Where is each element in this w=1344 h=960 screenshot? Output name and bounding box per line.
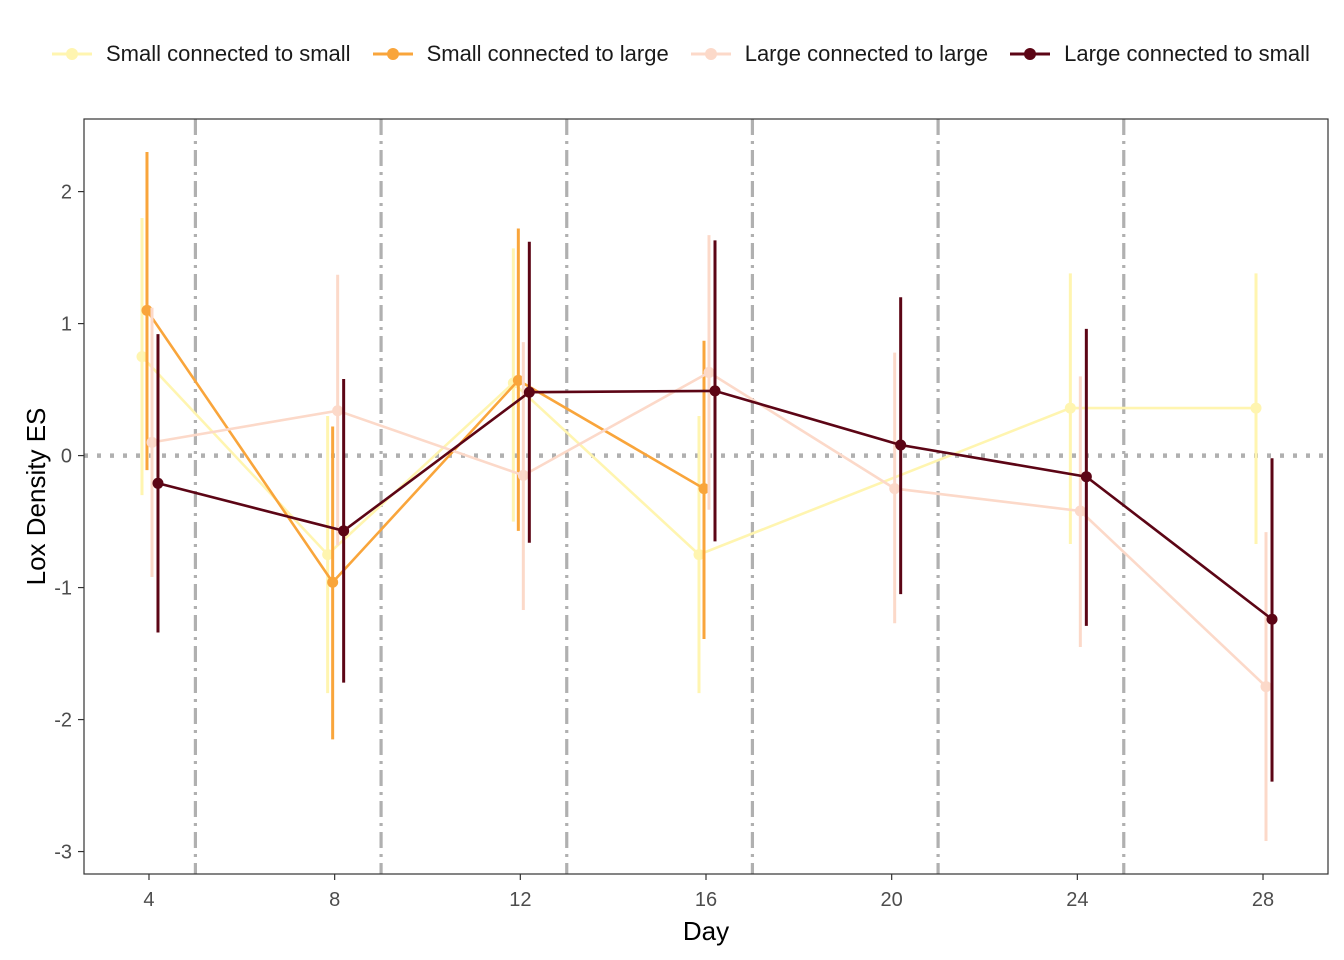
data-point-0-0 — [136, 351, 148, 363]
legend-item-0: Small connected to small — [50, 34, 351, 74]
series-3 — [152, 240, 1278, 782]
data-point-1-1 — [327, 576, 339, 588]
plot-panel — [84, 119, 1328, 874]
series-1 — [141, 151, 710, 740]
data-point-3-0 — [152, 477, 164, 489]
data-point-0-1 — [322, 549, 334, 561]
legend-item-3: Large connected to small — [1008, 34, 1310, 74]
y-tick-label-4: 1 — [61, 314, 72, 336]
data-point-3-1 — [338, 525, 350, 537]
x-tick-label-1: 8 — [329, 889, 340, 911]
legend-key-2 — [690, 48, 731, 60]
y-axis-title: Lox Density ES — [21, 408, 51, 586]
data-point-2-6 — [1260, 681, 1272, 693]
y-tick-label-0: -3 — [54, 842, 72, 864]
legend-item-2: Large connected to large — [689, 34, 988, 74]
data-point-2-2 — [517, 469, 529, 481]
legend-label-3: Large connected to small — [1064, 41, 1310, 66]
series-0 — [136, 217, 1262, 694]
y-tick-label-3: 0 — [61, 446, 72, 468]
x-tick-label-3: 16 — [695, 889, 717, 911]
legend-item-1: Small connected to large — [371, 34, 669, 74]
legend-label-2: Large connected to large — [744, 41, 989, 66]
legend-key-3 — [1010, 48, 1051, 60]
series-line-1 — [145, 309, 705, 585]
y-tick-label-5: 2 — [61, 182, 72, 204]
legend-label-1: Small connected to large — [426, 41, 669, 66]
data-point-2-4 — [889, 483, 901, 495]
series-line-0 — [141, 355, 1257, 557]
data-point-1-2 — [512, 374, 524, 386]
data-point-2-5 — [1074, 505, 1086, 517]
x-tick-label-5: 24 — [1066, 889, 1088, 911]
data-point-2-0 — [146, 436, 158, 448]
data-point-1-3 — [698, 483, 710, 495]
data-point-2-1 — [332, 405, 344, 417]
series-2 — [146, 235, 1272, 842]
x-tick-label-0: 4 — [143, 889, 154, 911]
data-point-3-6 — [1266, 613, 1278, 625]
legend-label-0: Small connected to small — [106, 41, 351, 66]
data-point-3-5 — [1080, 471, 1092, 483]
y-tick-label-1: -2 — [54, 710, 72, 732]
x-tick-label-4: 20 — [881, 889, 903, 911]
legend: Small connected to small Small connected … — [50, 34, 1330, 74]
data-point-0-5 — [1250, 402, 1262, 414]
data-point-3-2 — [523, 386, 535, 398]
data-point-2-3 — [703, 366, 715, 378]
data-point-3-4 — [895, 439, 907, 451]
data-point-1-0 — [141, 304, 153, 316]
x-axis-title: Day — [683, 916, 729, 946]
x-tick-label-6: 28 — [1252, 889, 1274, 911]
legend-key-1 — [372, 48, 413, 60]
data-point-0-3 — [693, 549, 705, 561]
data-point-3-3 — [709, 385, 721, 397]
x-tick-label-2: 12 — [509, 889, 531, 911]
y-tick-label-2: -1 — [54, 578, 72, 600]
data-point-0-4 — [1064, 402, 1076, 414]
legend-key-0 — [52, 48, 92, 60]
